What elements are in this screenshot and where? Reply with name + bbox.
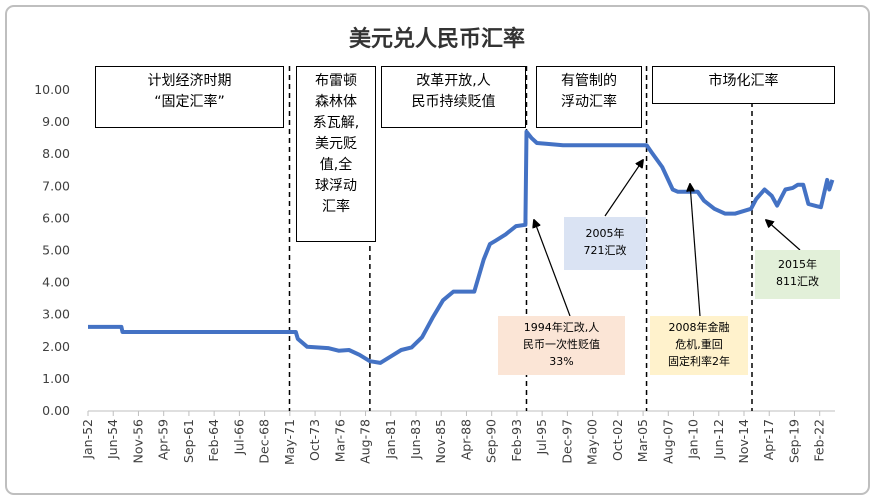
x-tick-label: Sep-61 [181, 419, 196, 463]
note-text: 1994年汇改,人 [523, 321, 600, 334]
period-text: 有管制的 [561, 73, 617, 89]
x-tick-label: Sep-19 [786, 419, 801, 463]
y-tick-label: 6.00 [42, 210, 70, 225]
period-text: 球浮动 [315, 178, 357, 194]
y-tick-label: 7.00 [42, 178, 70, 193]
x-tick-label: Dec-68 [257, 419, 272, 464]
note-text: 721汇改 [583, 244, 627, 257]
x-tick-label: Jun-83 [408, 419, 423, 460]
note-box: 2008年金融 危机,重回固定利率2年 [650, 316, 748, 375]
y-tick-label: 3.00 [42, 307, 70, 322]
period-box: 市场化汇率 [652, 66, 835, 104]
x-tick-label: Jul-66 [231, 419, 246, 456]
arrow [690, 184, 701, 317]
y-tick-label: 2.00 [42, 339, 70, 354]
note-text: 2015年 [778, 258, 817, 271]
period-text: 民币持续贬值 [411, 94, 496, 110]
x-tick-label: Oct-02 [610, 419, 625, 461]
y-tick-label: 5.00 [42, 243, 70, 258]
arrow [604, 160, 643, 217]
x-tick-label: Jan-10 [686, 419, 701, 460]
period-text: 计划经济时期 [147, 73, 232, 89]
rate-line [88, 129, 835, 365]
period-box: 计划经济时期 “固定汇率” [95, 66, 284, 128]
period-text: 森林体 [315, 94, 357, 110]
x-tick-label: Feb-93 [509, 419, 524, 462]
x-tick-label: Apr-59 [156, 419, 171, 460]
x-tick-label: Nov-85 [433, 419, 448, 463]
x-tick-label: Feb-64 [206, 419, 221, 462]
period-box: 有管制的 浮动汇率 [536, 66, 642, 128]
x-tick-label: Nov-56 [130, 419, 145, 464]
period-text: 浮动汇率 [561, 94, 617, 110]
note-text: 2008年金融 [668, 321, 730, 334]
y-tick-label: 8.00 [42, 146, 70, 161]
note-text: 33% [549, 355, 574, 368]
x-tick-label: Apr-17 [761, 419, 776, 460]
period-text: 美元贬 [315, 136, 357, 152]
y-tick-label: 10.00 [34, 82, 70, 97]
x-tick-label: Dec-97 [559, 419, 574, 464]
x-tick-label: Feb-22 [812, 419, 827, 462]
x-tick-label: Jan-52 [80, 419, 95, 460]
x-tick-label: Mar-05 [635, 419, 650, 462]
y-tick-label: 0.00 [42, 403, 70, 418]
note-text: 811汇改 [776, 275, 819, 288]
x-tick-label: May-00 [585, 419, 600, 465]
arrow [534, 220, 571, 317]
period-text: 市场化汇率 [708, 73, 779, 89]
note-text: 固定利率2年 [668, 355, 730, 368]
note-box: 2015年 811汇改 [755, 250, 840, 299]
note-text: 民币一次性贬值 [523, 338, 600, 351]
x-tick-label: Jan-81 [383, 419, 398, 460]
period-box: 布雷顿森林体系瓦解, 美元贬值,全球浮动汇率 [296, 66, 376, 242]
note-text: 危机,重回 [675, 338, 723, 351]
note-text: 2005年 [585, 227, 625, 240]
chart-title: 美元兑人民币汇率 [349, 26, 525, 52]
y-tick-label: 1.00 [42, 371, 70, 386]
x-tick-label: Jun-54 [105, 419, 120, 460]
note-box: 2005年 721汇改 [564, 217, 646, 270]
x-tick-label: Jul-95 [534, 419, 549, 456]
period-text: 汇率 [322, 199, 350, 215]
period-text: 值,全 [319, 157, 353, 173]
period-text: 改革开放,人 [416, 73, 491, 89]
y-tick-label: 9.00 [42, 114, 70, 129]
x-tick-label: Aug-07 [660, 419, 675, 464]
note-box: 1994年汇改,人 民币一次性贬值 33% [498, 316, 625, 375]
x-tick-label: Jun-12 [711, 419, 726, 460]
arrow [766, 220, 801, 251]
period-box: 改革开放,人 民币持续贬值 [381, 66, 526, 128]
period-text: 系瓦解, [312, 115, 360, 131]
x-tick-label: Sep-90 [484, 419, 499, 463]
arrows [534, 160, 801, 317]
x-tick-label: Apr-88 [458, 419, 473, 460]
period-text: 布雷顿 [315, 73, 357, 89]
x-tick-label: May-71 [282, 419, 297, 465]
x-tick-label: Aug-78 [358, 419, 373, 464]
x-tick-label: Nov-14 [736, 419, 751, 464]
y-tick-label: 4.00 [42, 275, 70, 290]
x-tick-label: Mar-76 [332, 419, 347, 462]
x-tick-label: Oct-73 [307, 419, 322, 461]
period-text: “固定汇率” [154, 94, 225, 110]
